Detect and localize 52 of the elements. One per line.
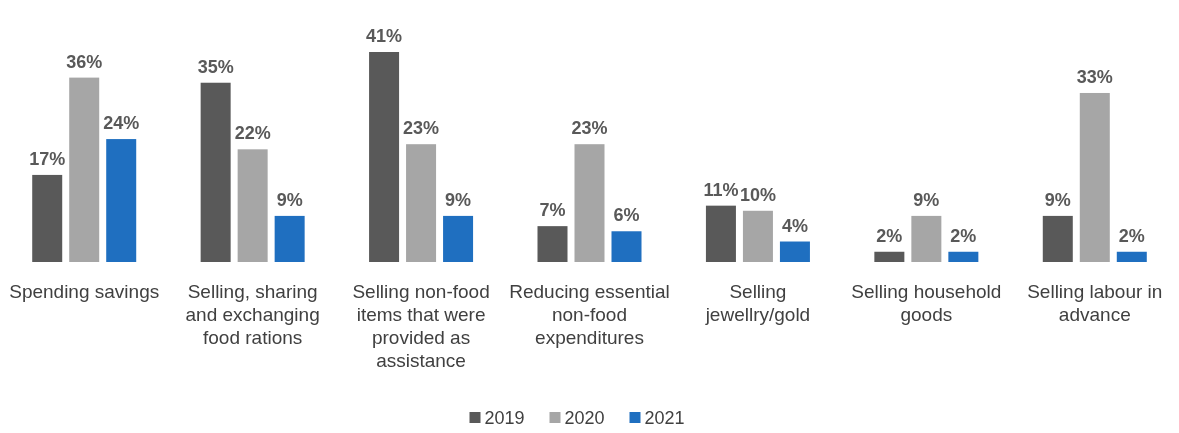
data-label: 6%: [613, 205, 640, 226]
bar: [1079, 92, 1110, 262]
bar: [874, 251, 905, 262]
data-label: 17%: [29, 148, 66, 169]
legend-label: 2021: [644, 408, 685, 428]
data-label: 2%: [1118, 225, 1145, 246]
bar: [443, 215, 474, 262]
x-tick-label: Selling household goods: [851, 281, 1002, 325]
bar: [574, 144, 605, 262]
bar: [779, 241, 810, 262]
bar: [32, 174, 63, 262]
data-label: 9%: [913, 189, 940, 210]
bar: [406, 144, 437, 262]
bar: [274, 215, 305, 262]
data-label: 41%: [366, 26, 403, 46]
data-label: 2%: [876, 225, 903, 246]
bar: [1042, 215, 1073, 262]
data-label: 9%: [276, 189, 303, 210]
data-label: 2%: [950, 225, 977, 246]
data-label: 9%: [445, 189, 472, 210]
bar: [200, 82, 231, 262]
legend-label: 2019: [484, 408, 525, 428]
data-label: 24%: [103, 113, 140, 134]
bar: [537, 226, 568, 262]
x-tick-label: Selling non-food items that were provided as assistance: [352, 281, 490, 371]
bar: [611, 231, 642, 262]
bar: [106, 139, 137, 262]
x-tick-label: Selling labour in advance: [1027, 281, 1163, 325]
data-label: 36%: [66, 51, 103, 72]
bar: [237, 149, 268, 262]
data-label: 10%: [739, 184, 776, 205]
bar: [69, 77, 100, 262]
data-label: 7%: [539, 200, 566, 221]
x-tick-label: Spending savings: [9, 281, 160, 302]
data-label: 23%: [403, 118, 440, 139]
bar: [1116, 251, 1147, 262]
legend-label: 2020: [564, 408, 605, 428]
data-label: 33%: [1076, 66, 1113, 87]
data-label: 4%: [781, 215, 808, 236]
bar: [911, 215, 942, 262]
bar: [369, 52, 400, 262]
data-label: 9%: [1044, 189, 1071, 210]
data-label: 23%: [571, 118, 608, 139]
data-label: 35%: [197, 56, 234, 77]
data-label: 22%: [234, 123, 271, 144]
x-tick-label: Selling, sharing and exchanging food rations: [185, 281, 320, 348]
bar: [948, 251, 979, 262]
bar: [705, 205, 736, 262]
data-label: 11%: [703, 179, 739, 200]
bar: [742, 210, 773, 262]
x-tick-label: Selling jewellry/gold: [704, 281, 811, 325]
x-tick-label: Reducing essential non-food expenditures: [509, 281, 670, 348]
